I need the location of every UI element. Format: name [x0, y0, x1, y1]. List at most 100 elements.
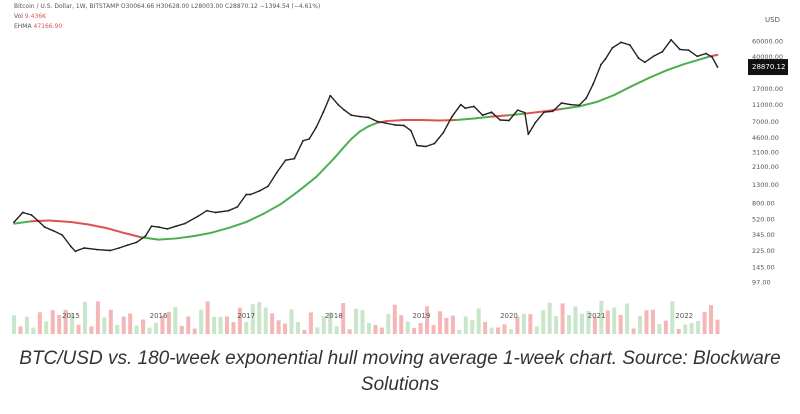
volume-bar [270, 313, 275, 334]
volume-bar [638, 315, 643, 334]
volume-bar [670, 301, 675, 334]
volume-bar [179, 325, 184, 334]
x-tick-label: 2021 [588, 312, 606, 320]
y-tick-label: 11000.00 [752, 101, 783, 109]
price-point [150, 225, 153, 228]
volume-bar [199, 309, 204, 334]
volume-bar [37, 312, 42, 334]
volume-bar [496, 327, 501, 334]
ehma-line-segment [122, 231, 143, 239]
volume-bar [457, 329, 462, 334]
ehma-line-segment [332, 147, 344, 160]
y-tick-label: 4600.00 [752, 134, 779, 142]
price-point [604, 58, 607, 61]
price-point [716, 66, 719, 68]
price-point [527, 133, 530, 136]
volume-bar [276, 320, 281, 334]
volume-bar [334, 326, 339, 334]
ehma-label: EHMA [14, 23, 32, 30]
price-line [13, 39, 719, 253]
price-point [534, 121, 537, 124]
price-point [157, 226, 160, 228]
y-tick-label: 145.00 [752, 263, 775, 271]
volume-bar [308, 312, 313, 334]
current-price-badge [748, 59, 788, 76]
volume-bar [57, 315, 62, 334]
price-point [126, 244, 129, 246]
price-point [337, 103, 340, 106]
price-point [36, 219, 39, 222]
ehma-line-segment [595, 94, 616, 104]
volume-bar [160, 315, 165, 334]
price-point [543, 111, 545, 114]
volume-bar [166, 311, 171, 334]
ehma-line-segment [359, 125, 370, 133]
ehma-header: EHMA 47166.90 [14, 23, 62, 30]
price-point [464, 107, 467, 110]
x-tick-label: 2015 [62, 312, 80, 320]
price-point [394, 124, 396, 126]
volume-bar [502, 324, 507, 334]
y-tick-label: 40000.00 [752, 53, 783, 61]
volume-value: 9.436K [24, 13, 47, 20]
ehma-line-segment [30, 219, 51, 223]
price-point [118, 247, 121, 249]
ehma-line-segment [665, 63, 686, 72]
volume-bar [618, 314, 623, 334]
price-point [611, 46, 614, 49]
ehma-line-segment [507, 112, 528, 117]
price-point [551, 110, 554, 113]
volume-bar [650, 309, 655, 334]
ehma-line-segment [192, 231, 213, 238]
price-point [275, 171, 278, 174]
price-point [284, 159, 287, 162]
price-point [620, 41, 623, 44]
volume-bar [392, 304, 397, 334]
volume-bar [431, 325, 436, 334]
volume-bar [592, 316, 597, 334]
volume-bar [450, 315, 455, 334]
current-price-label: 28870.12 [752, 63, 785, 71]
price-point [329, 94, 332, 97]
volume-label: Vol [14, 13, 23, 20]
volume-bar [244, 321, 249, 334]
x-tick-label: 2020 [500, 312, 518, 320]
ehma-line-segment [175, 235, 195, 240]
volume-bar [508, 329, 513, 334]
y-tick-label: 800.00 [752, 199, 775, 207]
volume-bar [283, 323, 288, 334]
price-point [13, 221, 15, 223]
price-point [711, 56, 714, 59]
volume-bar [567, 315, 572, 334]
volume-bar [302, 329, 307, 334]
price-point [267, 185, 269, 188]
ehma-line-segment [613, 85, 633, 97]
volume-bar [599, 300, 604, 334]
price-point [249, 193, 252, 196]
volume-bar [612, 307, 617, 334]
price-point [696, 55, 699, 58]
price-point [258, 190, 261, 192]
price-point [385, 122, 388, 125]
ehma-line-segment [455, 117, 475, 122]
volume-bar [315, 327, 320, 334]
volume-bar [425, 306, 430, 334]
price-point [96, 248, 99, 251]
ehma-line-segment [157, 237, 178, 241]
price-point [70, 245, 72, 248]
volume-bar [295, 321, 300, 334]
ehma-line-segment [69, 221, 90, 226]
volume-bar [573, 306, 578, 334]
price-point [61, 234, 64, 236]
ehma-line-segment [709, 53, 719, 58]
volume-bar [89, 326, 94, 334]
volume-bar [44, 321, 49, 334]
volume-bar [489, 327, 494, 334]
volume-bar [676, 328, 681, 334]
volume-bar [153, 322, 158, 334]
price-point [236, 205, 239, 208]
volume-bar [321, 316, 326, 334]
x-tick-label: 2019 [412, 312, 430, 320]
ehma-line-segment [341, 137, 353, 150]
volume-bar [354, 308, 359, 334]
